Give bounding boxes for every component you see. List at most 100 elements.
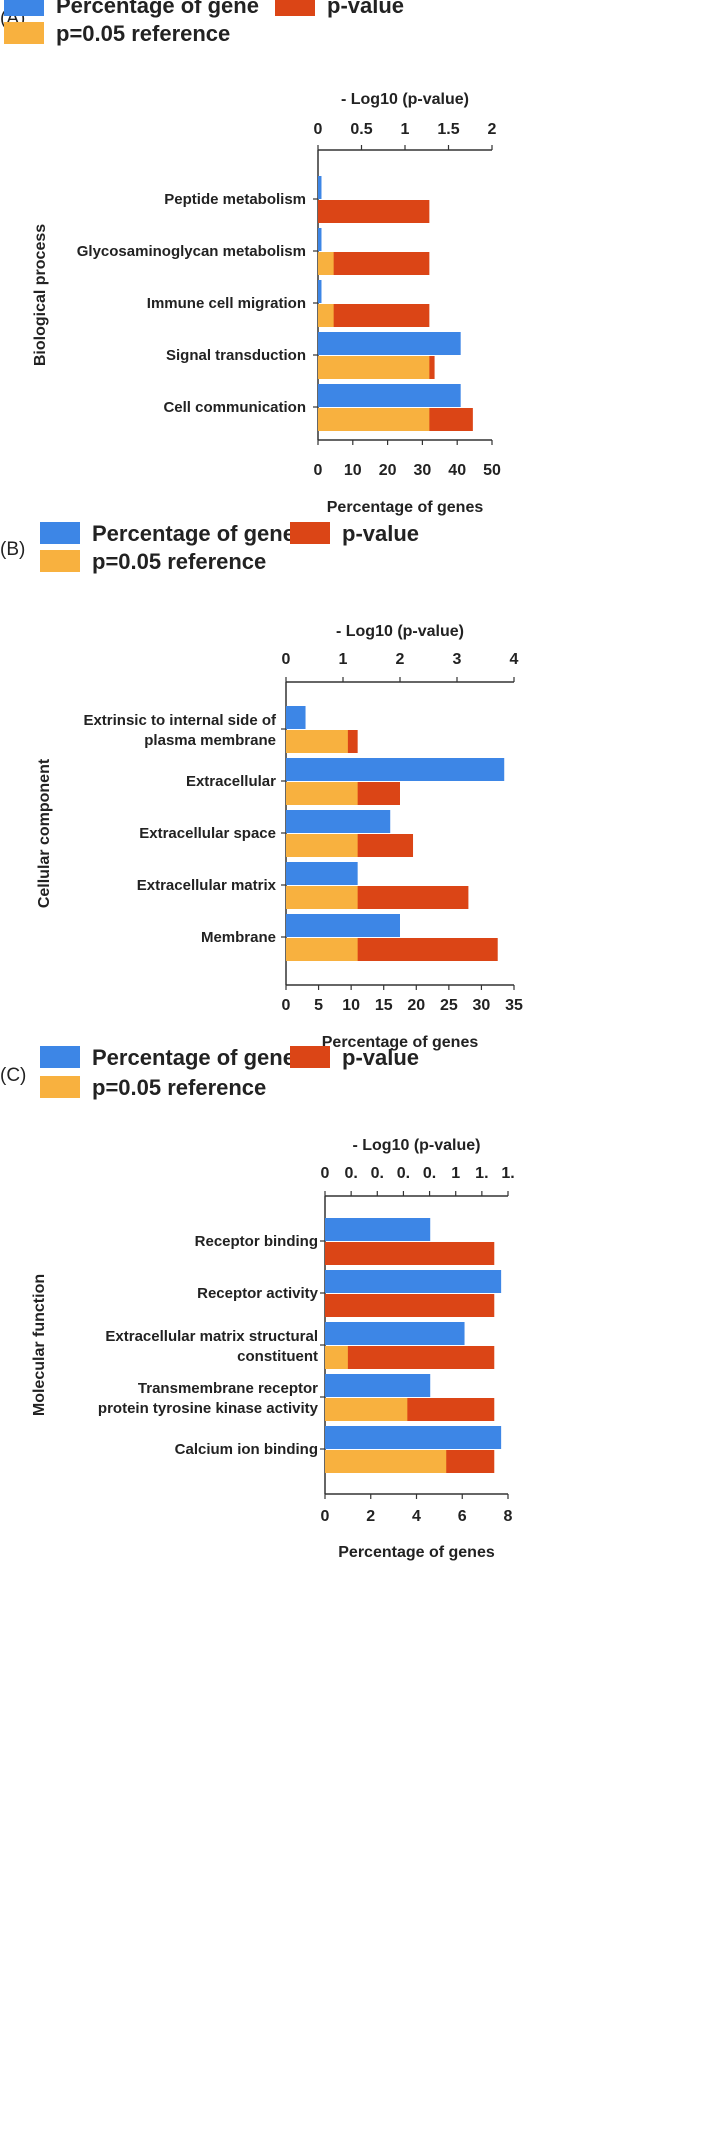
- bar-gene: [318, 280, 322, 303]
- legend-gene-swatch: [40, 522, 80, 544]
- bar-reference: [286, 886, 358, 909]
- legend-pvalue-label: p-value: [342, 1045, 419, 1070]
- category-label: Glycosaminoglycan metabolism: [77, 243, 306, 260]
- top-tick-label: 0.5: [350, 121, 372, 138]
- x-axis-title: Percentage of genes: [327, 499, 484, 516]
- legend-reference-swatch: [4, 22, 44, 44]
- top-tick-label: 1: [451, 1165, 460, 1182]
- category-group: Immune cell migration: [147, 280, 430, 327]
- bar-reference: [286, 938, 358, 961]
- bar-pvalue: [325, 1294, 495, 1317]
- bottom-tick-label: 5: [314, 997, 323, 1014]
- top-tick-label: 2: [488, 121, 497, 138]
- top-tick-label: 1: [339, 651, 348, 668]
- bar-gene: [325, 1218, 431, 1241]
- legend: Percentage of gene p-value p=0.05 referenc…: [40, 1045, 419, 1100]
- bar-pvalue: [318, 200, 430, 223]
- legend-pvalue: p-value: [290, 1045, 419, 1070]
- bottom-tick-label: 40: [448, 462, 466, 479]
- bar-pvalue: [325, 1346, 495, 1369]
- category-label: Extrinsic to internal side of: [83, 712, 277, 729]
- y-axis-title: Biological process: [32, 224, 49, 366]
- bottom-tick-label: 0: [282, 997, 291, 1014]
- bottom-tick-label: 10: [342, 997, 360, 1014]
- bottom-tick-label: 35: [505, 997, 523, 1014]
- top-tick-label: 1.5: [437, 121, 459, 138]
- bar-reference: [325, 1346, 348, 1369]
- bar-gene: [325, 1270, 502, 1293]
- top-tick-label: 4: [510, 651, 519, 668]
- legend-gene-label: Percentage of gene: [92, 1045, 295, 1070]
- bar-gene: [286, 914, 400, 937]
- top-tick-label: 0.: [344, 1165, 357, 1182]
- bar-gene: [286, 758, 505, 781]
- legend-pvalue-swatch: [290, 522, 330, 544]
- legend-pvalue-label: p-value: [342, 521, 419, 546]
- bar-reference: [286, 730, 348, 753]
- y-axis-title: Molecular function: [31, 1274, 48, 1416]
- top-axis-title: - Log10 (p-value): [341, 91, 469, 108]
- legend: Percentage of gene p-value p=0.05 referenc…: [4, 0, 404, 46]
- bottom-tick-label: 8: [504, 1508, 513, 1525]
- legend-pvalue-label: p-value: [327, 0, 404, 18]
- bottom-tick-label: 30: [414, 462, 432, 479]
- category-group: Transmembrane receptor protein tyrosine k…: [98, 1374, 495, 1421]
- bottom-tick-label: 20: [379, 462, 397, 479]
- legend-reference-label: p=0.05 reference: [92, 549, 266, 574]
- top-tick-label: 3: [453, 651, 462, 668]
- x-axis-title: Percentage of genes: [338, 1544, 495, 1561]
- bar-pvalue: [318, 252, 430, 275]
- category-group: Extracellular matrix structural constitue…: [105, 1322, 495, 1369]
- category-group: Membrane: [201, 914, 498, 961]
- bar-reference: [325, 1398, 408, 1421]
- category-group: Glycosaminoglycan metabolism: [77, 228, 430, 275]
- bar-gene: [325, 1374, 431, 1397]
- top-tick-label: 0.: [423, 1165, 436, 1182]
- legend-reference: p=0.05 reference: [40, 1075, 266, 1100]
- top-tick-label: 1.: [475, 1165, 488, 1182]
- category-group: Receptor binding: [195, 1218, 495, 1265]
- top-tick-label: 0: [321, 1165, 330, 1182]
- bottom-tick-label: 2: [366, 1508, 375, 1525]
- category-label: Transmembrane receptor: [138, 1380, 318, 1397]
- bar-reference: [318, 252, 334, 275]
- bar-reference: [318, 304, 334, 327]
- top-tick-label: 1.: [501, 1165, 514, 1182]
- bottom-tick-label: 30: [473, 997, 491, 1014]
- x-axis-title: Percentage of genes: [322, 1034, 479, 1051]
- chart-panel-3: (C) Percentage of gene p-value p=0.05 refer…: [0, 1045, 515, 1561]
- legend-reference-label: p=0.05 reference: [92, 1075, 266, 1100]
- bottom-tick-label: 50: [483, 462, 501, 479]
- legend-gene-swatch: [4, 0, 44, 16]
- category-label: Extracellular matrix: [137, 877, 277, 894]
- category-label: Extracellular space: [139, 825, 276, 842]
- legend-gene-swatch: [40, 1046, 80, 1068]
- bar-gene: [286, 862, 358, 885]
- category-group: Signal transduction: [166, 332, 461, 379]
- bar-gene: [318, 176, 322, 199]
- category-label: Signal transduction: [166, 347, 306, 364]
- bar-reference: [318, 356, 430, 379]
- top-tick-label: 0: [282, 651, 291, 668]
- legend-reference-swatch: [40, 1076, 80, 1098]
- bar-gene: [318, 384, 461, 407]
- legend-gene-label: Percentage of gene: [92, 521, 295, 546]
- bottom-tick-label: 20: [407, 997, 425, 1014]
- top-tick-label: 0: [314, 121, 323, 138]
- category-label: Extracellular matrix structural: [105, 1328, 318, 1345]
- y-axis-title: Cellular component: [36, 758, 53, 908]
- legend-reference: p=0.05 reference: [4, 21, 230, 46]
- axes: 0 0.5 1 1.5 2 - Log10 (p-value) 0 10 20 30 40 50 Per…: [32, 91, 501, 516]
- bar-pvalue: [325, 1242, 495, 1265]
- legend-reference-label: p=0.05 reference: [56, 21, 230, 46]
- bar-reference: [286, 782, 358, 805]
- chart-panel-2: (B) Percentage of gene p-value p=0.05 refer…: [0, 521, 523, 1051]
- top-tick-label: 2: [396, 651, 405, 668]
- bar-gene: [318, 228, 322, 251]
- category-label: Receptor binding: [195, 1233, 318, 1250]
- legend-gene: Percentage of gene: [4, 0, 259, 18]
- category-group: Extracellular: [186, 758, 505, 805]
- bar-reference: [286, 834, 358, 857]
